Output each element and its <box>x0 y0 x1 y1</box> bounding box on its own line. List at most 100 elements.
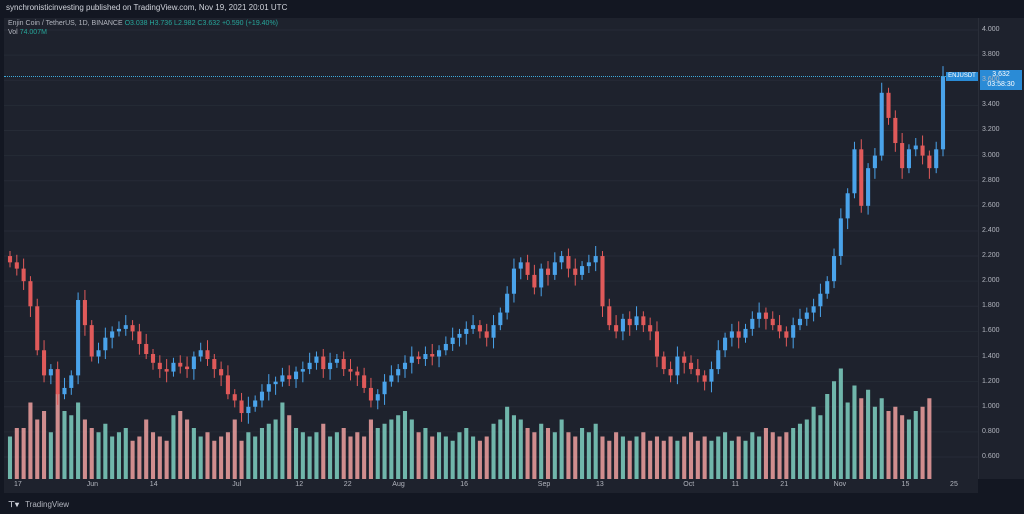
volume-bar <box>852 385 857 479</box>
candle-body <box>600 256 605 307</box>
candle-body <box>491 325 496 338</box>
candle-body <box>559 256 564 263</box>
volume-bar <box>607 440 612 479</box>
candle-body <box>130 325 135 332</box>
candle-body <box>314 356 319 363</box>
time-tick-label: 16 <box>460 481 468 488</box>
candle-body <box>709 369 714 382</box>
volume-bar <box>654 436 660 479</box>
volume-bar <box>76 402 81 479</box>
candle-body <box>7 256 13 263</box>
candle-body <box>525 262 530 275</box>
volume-bar <box>559 419 564 479</box>
current-price-value: 3.632 <box>992 71 1010 79</box>
volume-bar <box>886 411 891 479</box>
candle-body <box>831 256 837 282</box>
volume-bar <box>736 436 741 479</box>
candle-body <box>341 359 346 370</box>
candle-body <box>293 371 299 380</box>
volume-bar <box>620 436 625 479</box>
price-tick-label: 2.400 <box>982 226 1000 234</box>
symbol-tag: ENJUSDT <box>946 72 978 82</box>
candle-body <box>825 281 830 294</box>
volume-bar <box>477 440 482 479</box>
candle-body <box>505 293 510 313</box>
volume-bar <box>872 406 877 479</box>
candle-body <box>382 381 387 395</box>
volume-bar <box>225 432 230 479</box>
candle-body <box>893 117 898 144</box>
volume-bar <box>96 432 101 479</box>
volume-bar <box>450 440 455 479</box>
candle-body <box>750 318 755 329</box>
candle-body <box>620 318 625 332</box>
candle-body <box>484 331 489 338</box>
candle-body <box>648 325 653 332</box>
volume-bar <box>825 394 830 479</box>
candle-body <box>273 381 278 385</box>
candle-body <box>157 362 162 370</box>
volume-bar <box>593 423 598 479</box>
volume-bar <box>198 436 203 479</box>
volume-bar <box>171 415 176 479</box>
volume-bar <box>348 436 353 479</box>
volume-bar <box>511 415 516 479</box>
volume-bar <box>566 432 571 479</box>
candle-body <box>770 318 775 326</box>
volume-bar <box>164 440 169 479</box>
candle-body <box>498 312 503 326</box>
volume-bar <box>900 415 905 479</box>
candle-body <box>430 354 435 357</box>
volume-bar <box>457 432 462 479</box>
low-value: L2.982 <box>174 20 196 27</box>
candle-body <box>627 318 632 326</box>
price-tick-label: 1.200 <box>982 377 1000 385</box>
volume-bar <box>89 428 94 479</box>
volume-bar <box>532 432 537 479</box>
price-tick-label: 1.000 <box>982 402 1000 410</box>
candle-body <box>777 325 782 332</box>
candle-body <box>212 359 217 370</box>
volume-bar <box>784 432 789 479</box>
time-tick-label: 14 <box>149 481 158 488</box>
candle-body <box>866 168 871 206</box>
volume-bar <box>35 419 40 479</box>
volume-bar <box>232 419 237 479</box>
candle-body <box>886 92 891 118</box>
price-tick-label: 3.400 <box>982 101 1000 109</box>
volume-bar <box>144 419 149 479</box>
candle-body <box>48 369 53 376</box>
candle-body <box>348 369 353 372</box>
candle-body <box>518 262 523 269</box>
candle-body <box>464 328 469 334</box>
candle-body <box>859 149 864 206</box>
candle-body <box>89 325 94 357</box>
candle-body <box>784 331 789 338</box>
candle-body <box>872 155 877 169</box>
candle-body <box>539 268 544 288</box>
candle-body <box>76 300 81 376</box>
volume-bar <box>525 428 530 479</box>
candle-body <box>225 375 230 395</box>
candle-body <box>661 356 666 370</box>
time-tick-label: 22 <box>343 481 352 488</box>
price-axis[interactable] <box>978 18 1024 479</box>
candle-body <box>362 375 367 388</box>
candle-body <box>791 325 796 338</box>
volume-bar <box>82 419 87 479</box>
chart-plot-area[interactable] <box>4 18 978 479</box>
time-tick-label: Aug <box>392 481 405 488</box>
volume-bar <box>695 440 700 479</box>
candle-body <box>423 354 428 360</box>
time-axis[interactable] <box>4 479 978 493</box>
volume-bar <box>137 436 142 479</box>
candle-body <box>818 293 823 307</box>
volume-bar <box>600 436 605 479</box>
price-tick-label: 2.200 <box>982 252 1000 260</box>
volume-bar <box>818 415 823 479</box>
candle-body <box>437 350 442 357</box>
candle-body <box>927 155 932 169</box>
tradingview-logo[interactable]: ⊤▾ TradingView <box>8 500 69 509</box>
volume-bar <box>116 432 122 479</box>
volume-bar <box>702 436 707 479</box>
